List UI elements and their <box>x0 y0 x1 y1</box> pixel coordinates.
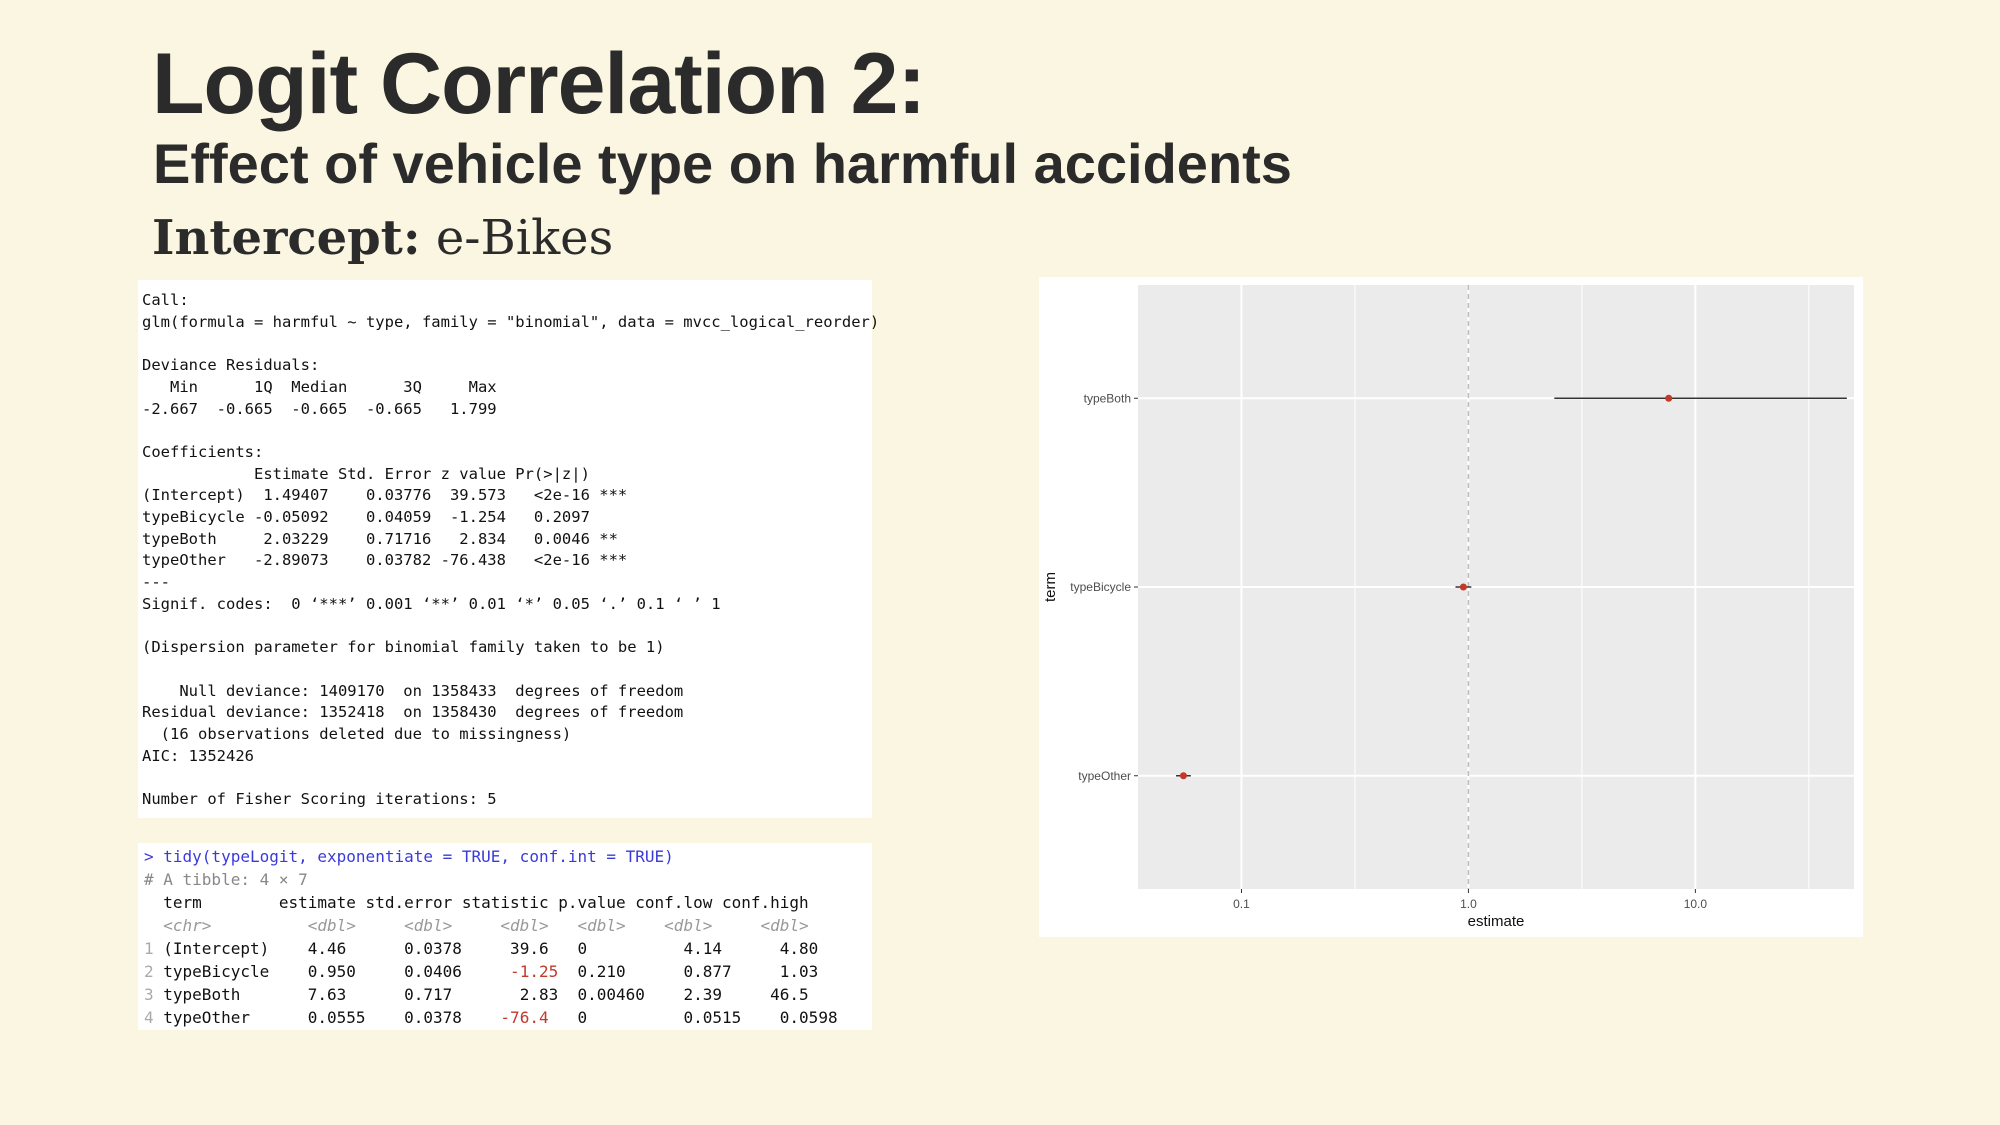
cell-conf-high: 1.03 <box>741 962 838 981</box>
cell-statistic: -76.4 <box>461 1008 568 1027</box>
y-tick-label: typeBicycle <box>1070 580 1131 594</box>
glm-summary-text: Call: glm(formula = harmful ~ type, fami… <box>142 291 880 809</box>
table-row: 4 typeOther 0.0555 0.0378 -76.4 0 0.0515… <box>144 1006 838 1029</box>
table-row: 2 typeBicycle 0.950 0.0406 -1.25 0.210 0… <box>144 960 838 983</box>
cell-term: typeOther <box>153 1008 270 1027</box>
y-tick-label: typeBoth <box>1084 391 1131 405</box>
tidy-output-panel: > tidy(typeLogit, exponentiate = TRUE, c… <box>138 843 872 1030</box>
x-tick-label: 1.0 <box>1460 897 1477 911</box>
x-axis-title: estimate <box>1468 913 1525 930</box>
cell-conf-low: 4.14 <box>644 939 742 958</box>
cell-statistic: 2.83 <box>461 985 568 1004</box>
cell-estimate: 0.0555 <box>269 1008 366 1027</box>
data-point <box>1665 394 1673 402</box>
cell-std-error: 0.0378 <box>365 1008 462 1027</box>
cell-std-error: 0.0406 <box>365 962 462 981</box>
cell-p-value: 0 <box>567 939 645 958</box>
tibble-types: <chr> <dbl> <dbl> <dbl> <dbl> <dbl> <dbl… <box>144 916 809 935</box>
cell-conf-low: 0.877 <box>644 962 742 981</box>
cell-conf-high: 46.5 <box>741 985 838 1004</box>
y-axis-title: term <box>1042 572 1059 602</box>
table-row: 3 typeBoth 7.63 0.717 2.83 0.00460 2.39 … <box>144 983 838 1006</box>
cell-estimate: 0.950 <box>269 962 366 981</box>
x-tick-label: 0.1 <box>1233 897 1250 911</box>
tibble-header: term estimate std.error statistic p.valu… <box>144 893 809 912</box>
intercept-value: e-Bikes <box>435 210 614 266</box>
cell-term: typeBicycle <box>153 962 270 981</box>
cell-conf-low: 2.39 <box>644 985 742 1004</box>
cell-statistic: -1.25 <box>461 962 568 981</box>
coefficient-plot-svg: typeBoth typeBicycle typeOther 0.1 1.0 10.0 es… <box>1042 285 1854 930</box>
coefficient-plot: typeBoth typeBicycle typeOther 0.1 1.0 10.0 es… <box>1039 277 1863 937</box>
row-number: 2 <box>144 962 154 981</box>
slide-title: Logit Correlation 2: <box>152 36 926 132</box>
cell-conf-low: 0.0515 <box>644 1008 742 1027</box>
intercept-line: Intercept: e-Bikes <box>152 208 613 268</box>
row-number: 1 <box>144 939 154 958</box>
y-tick-label: typeOther <box>1078 769 1131 783</box>
tidy-command: > tidy(typeLogit, exponentiate = TRUE, c… <box>144 847 674 866</box>
cell-term: typeBoth <box>153 985 270 1004</box>
data-point <box>1179 772 1187 780</box>
cell-conf-high: 4.80 <box>741 939 838 958</box>
intercept-label: Intercept: <box>152 210 421 266</box>
data-point <box>1459 583 1467 591</box>
cell-statistic: 39.6 <box>461 939 568 958</box>
cell-std-error: 0.0378 <box>365 939 462 958</box>
cell-p-value: 0.00460 <box>567 985 645 1004</box>
glm-summary-panel: Call: glm(formula = harmful ~ type, fami… <box>138 280 879 818</box>
cell-std-error: 0.717 <box>365 985 462 1004</box>
cell-estimate: 7.63 <box>269 985 366 1004</box>
row-number: 4 <box>144 1008 154 1027</box>
row-number: 3 <box>144 985 154 1004</box>
slide-subtitle: Effect of vehicle type on harmful accide… <box>153 132 1292 195</box>
x-tick-label: 10.0 <box>1684 897 1708 911</box>
cell-p-value: 0.210 <box>567 962 645 981</box>
cell-estimate: 4.46 <box>269 939 366 958</box>
table-row: 1 (Intercept) 4.46 0.0378 39.6 0 4.14 4.… <box>144 937 838 960</box>
tibble-meta: # A tibble: 4 × 7 <box>144 870 308 889</box>
cell-p-value: 0 <box>567 1008 645 1027</box>
cell-term: (Intercept) <box>153 939 270 958</box>
cell-conf-high: 0.0598 <box>741 1008 838 1027</box>
